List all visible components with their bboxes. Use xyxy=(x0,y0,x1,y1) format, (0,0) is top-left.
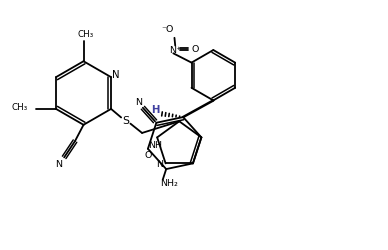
Text: N⁺: N⁺ xyxy=(169,46,181,55)
Text: CH₃: CH₃ xyxy=(11,103,27,112)
Text: ⁻O: ⁻O xyxy=(161,25,174,34)
Text: H: H xyxy=(151,105,159,115)
Text: CH₃: CH₃ xyxy=(77,30,94,39)
Text: N: N xyxy=(112,70,120,80)
Text: N: N xyxy=(135,98,142,107)
Text: S: S xyxy=(122,116,129,126)
Text: NH₂: NH₂ xyxy=(160,180,178,188)
Text: O: O xyxy=(144,151,152,160)
Text: N: N xyxy=(156,160,163,169)
Text: O: O xyxy=(192,44,199,54)
Text: N: N xyxy=(55,160,62,169)
Text: NH: NH xyxy=(148,142,162,150)
